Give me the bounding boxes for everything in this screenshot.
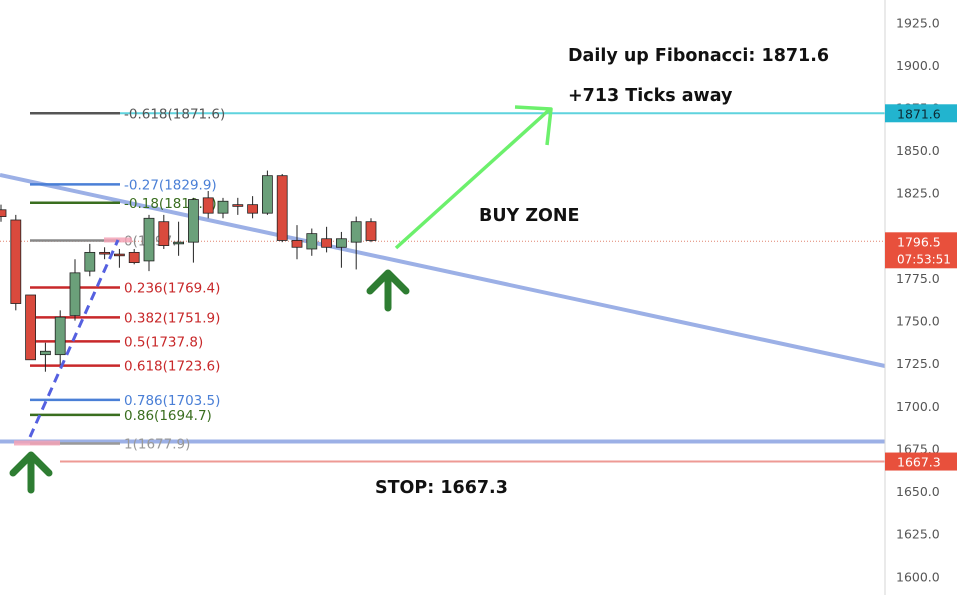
annotations: Daily up Fibonacci: 1871.6 +713 Ticks aw… [375,46,829,498]
fib-label: -0.18(1819.1) [124,196,217,212]
fib-label: -0.27(1829.9) [124,177,217,193]
target-title-annotation: Daily up Fibonacci: 1871.6 [568,46,829,66]
fib-anchor-marker [104,237,132,243]
candle-body [10,219,22,304]
price-tick-label: 1925.0 [896,15,940,30]
price-tick-label: 1750.0 [896,314,940,329]
fib-anchor-marker [14,440,60,446]
price-axis-labels: 1600.01625.01650.01675.01700.01725.01750… [885,15,957,584]
price-tick-label: 1775.0 [896,271,940,286]
price-tag-label: 1796.5 [897,234,941,249]
projection-arrowhead [514,105,553,146]
fib-label: 0.786(1703.5) [124,393,220,409]
candle-body [0,209,7,217]
fib-label: 0.86(1694.7) [124,408,212,424]
fib-label: 0.618(1723.6) [124,359,220,375]
candle-body [202,197,214,214]
price-tick-label: 1850.0 [896,143,940,158]
buy-zone-annotation: BUY ZONE [479,206,579,226]
price-tick-label: 1900.0 [896,58,940,73]
price-tag [885,232,957,269]
candle-body [291,240,303,248]
fib-label: 1(1677.9) [124,436,190,452]
candle-body [350,221,362,243]
candles [0,170,377,372]
fib-label: 0.236(1769.4) [124,280,220,296]
price-tick-label: 1825.0 [896,186,940,201]
buy-zone-arrow-up-icon [366,269,410,312]
countdown-label: 07:53:51 [897,252,951,266]
fib-label: -0.618(1871.6) [124,106,225,122]
fib-label: 0.382(1751.9) [124,310,220,326]
drawings [9,105,553,494]
candle-body [128,251,140,264]
candle-body [335,238,347,248]
target-ticks-annotation: +713 Ticks away [568,86,733,106]
price-tag [885,452,957,471]
price-tick-label: 1700.0 [896,399,940,414]
price-axis[interactable] [884,0,957,595]
price-tag-label: 1871.6 [897,106,941,121]
candle-body [84,251,96,272]
fibonacci-levels: -0.618(1871.6) -0.27(1829.9) -0.18(1819.1)… [14,106,225,452]
price-tick-label: 1725.0 [896,356,940,371]
candle-body [365,221,377,241]
candle-body [158,221,170,246]
price-tick-label: 1650.0 [896,484,940,499]
descending-trendline [0,173,886,368]
candle-body [217,200,229,214]
fib-label: 0.5(1737.8) [124,334,203,350]
candle-body [187,199,199,243]
price-tag-label: 1667.3 [897,455,941,470]
price-tick-label: 1600.0 [896,569,940,584]
candle-body [232,204,244,207]
candle-body [261,175,273,214]
candle-body [114,253,125,257]
price-tag [885,104,957,123]
candle-body [40,350,51,356]
candle-body [69,272,81,316]
stop-annotation: STOP: 1667.3 [375,478,508,498]
candle-body [25,294,37,361]
candle-body [306,233,318,250]
candle-body [276,175,288,241]
buy-arrow-up-icon [9,451,53,494]
candle-body [54,316,66,356]
candle-body [321,238,333,248]
candle-body [247,204,259,214]
impulse-dashed-line [28,239,120,438]
candle-body [99,251,110,255]
price-axis-background [885,0,957,595]
candle-body [143,217,155,262]
candle-body [173,241,185,245]
price-tick-label: 1625.0 [896,527,940,542]
projection-arrow [394,108,551,250]
